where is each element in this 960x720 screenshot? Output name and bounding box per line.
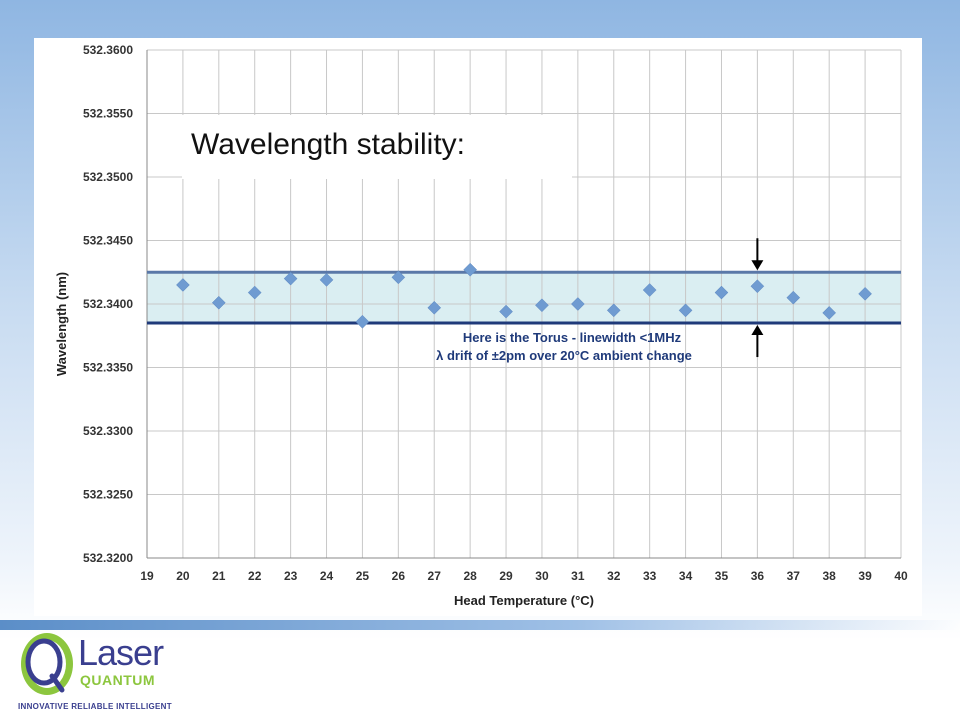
data-point — [858, 286, 872, 301]
chart-title: Wavelength stability: — [191, 128, 465, 161]
x-tick-label: 25 — [356, 569, 370, 583]
x-tick-label: 20 — [176, 569, 190, 583]
data-point — [571, 297, 585, 311]
data-point — [786, 290, 801, 305]
logo-word-laser: Laser — [78, 632, 164, 673]
x-tick-label: 36 — [751, 569, 765, 583]
data-point — [642, 283, 657, 297]
x-tick-label: 27 — [428, 569, 442, 583]
x-tick-label: 22 — [248, 569, 262, 583]
x-tick-label: 39 — [858, 569, 872, 583]
data-point — [427, 300, 442, 315]
wavelength-chart: 19 20 21 22 23 24 25 26 27 28 29 30 31 32 33 34 35 36 37 38… — [54, 43, 908, 608]
x-tick-label: 24 — [320, 569, 334, 583]
data-point — [283, 271, 298, 286]
data-point — [714, 285, 729, 300]
x-tick-label: 33 — [643, 569, 657, 583]
x-tick-label: 37 — [787, 569, 801, 583]
data-point — [211, 295, 226, 310]
title-box — [182, 115, 572, 179]
annotation-line-2: λ drift of ±2pm over 20°C ambient change — [436, 348, 692, 363]
laser-quantum-logo: Laser QUANTUM INNOVATIVE RELIABLE INTELL… — [18, 626, 188, 716]
data-point — [319, 273, 334, 287]
y-axis-title: Wavelength (nm) — [54, 272, 69, 376]
x-tick-label: 21 — [212, 569, 226, 583]
x-tick-label: 23 — [284, 569, 298, 583]
data-point — [247, 285, 262, 300]
data-point — [355, 314, 370, 329]
logo-word-quantum: QUANTUM — [80, 672, 156, 688]
x-tick-label: 28 — [463, 569, 477, 583]
data-point — [463, 262, 477, 277]
chart-panel: 19 20 21 22 23 24 25 26 27 28 29 30 31 32 33 34 35 36 37 38… — [34, 38, 922, 616]
y-tick-label: 532.3200 — [83, 551, 133, 565]
x-tick-label: 32 — [607, 569, 621, 583]
logo-mark-icon — [21, 633, 73, 695]
data-point — [499, 304, 513, 319]
annotation-line-1: Here is the Torus - linewidth <1MHz — [463, 330, 682, 345]
x-tick-label: 40 — [894, 569, 908, 583]
up-arrow-head — [751, 325, 764, 336]
logo-tagline: INNOVATIVE RELIABLE INTELLIGENT — [18, 702, 172, 711]
y-tick-label: 532.3450 — [83, 234, 133, 248]
data-point — [391, 270, 406, 285]
data-point — [606, 303, 621, 318]
footer-band — [0, 620, 960, 630]
data-point — [678, 303, 693, 318]
y-tick-label: 532.3250 — [83, 488, 133, 502]
x-tick-label: 35 — [715, 569, 729, 583]
data-point — [176, 278, 190, 292]
x-tick-label: 38 — [823, 569, 837, 583]
x-tick-label: 34 — [679, 569, 693, 583]
down-arrow-head — [751, 260, 764, 271]
data-point — [535, 298, 549, 313]
y-tick-label: 532.3600 — [83, 43, 133, 57]
x-tick-label: 19 — [140, 569, 154, 583]
y-tick-label: 532.3500 — [83, 170, 133, 184]
x-tick-label: 31 — [571, 569, 585, 583]
x-tick-label: 30 — [535, 569, 549, 583]
y-tick-label: 532.3400 — [83, 297, 133, 311]
y-tick-label: 532.3550 — [83, 107, 133, 121]
y-tick-label: 532.3350 — [83, 361, 133, 375]
x-axis-title: Head Temperature (°C) — [454, 593, 594, 608]
x-tick-label: 26 — [392, 569, 406, 583]
tolerance-band — [147, 272, 901, 324]
data-point — [750, 279, 765, 294]
x-tick-label: 29 — [499, 569, 513, 583]
data-point — [822, 306, 837, 320]
y-tick-label: 532.3300 — [83, 424, 133, 438]
